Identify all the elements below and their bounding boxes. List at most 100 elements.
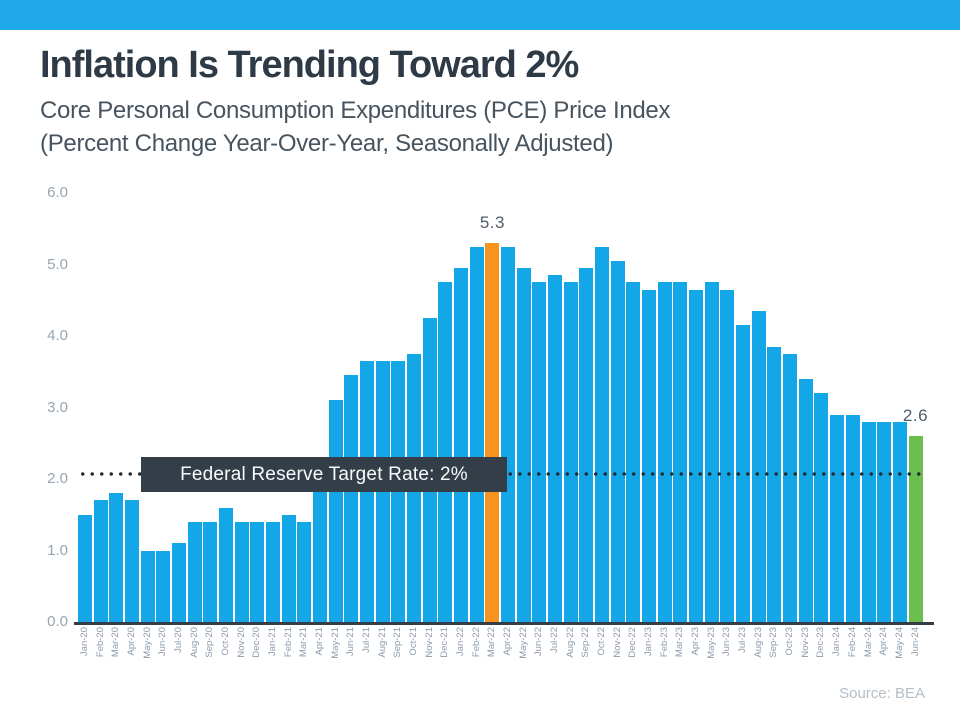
- x-axis-tick-label: Dec-20: [251, 627, 263, 658]
- x-axis-tick-label: Feb-23: [658, 627, 670, 658]
- bar-Oct-23: [783, 353, 798, 622]
- bar-May-20: [140, 550, 155, 622]
- x-axis-tick-label: Jun-24: [909, 627, 921, 657]
- bar-Nov-22: [610, 260, 625, 622]
- x-axis-tick-label: Sep-23: [768, 627, 780, 658]
- bar-Sep-20: [203, 521, 218, 622]
- bar-Jun-22: [532, 282, 547, 622]
- bar-Feb-23: [657, 282, 672, 622]
- y-axis-tick-label: 2.0: [47, 470, 68, 487]
- bar-Nov-20: [234, 521, 249, 622]
- bar-Mar-23: [673, 282, 688, 622]
- x-axis-tick-label: Feb-24: [846, 627, 858, 658]
- y-axis-tick-label: 5.0: [47, 255, 68, 273]
- x-axis-tick-label: Mar-24: [862, 627, 874, 658]
- x-axis-tick-label: Apr-22: [502, 627, 514, 656]
- bar-value-label-Jun-24: 2.6: [902, 406, 929, 426]
- x-axis-tick-label: Mar-20: [110, 627, 122, 658]
- bar-Jun-23: [720, 289, 735, 622]
- bar-May-23: [704, 282, 719, 622]
- x-axis-tick-label: Mar-22: [486, 627, 498, 658]
- x-axis-tick-label: Mar-21: [298, 627, 310, 658]
- x-axis-tick-label: Mar-23: [674, 627, 686, 658]
- bar-Feb-24: [845, 414, 860, 622]
- x-axis-tick-label: Aug-20: [188, 627, 200, 658]
- bar-Dec-21: [438, 282, 453, 622]
- x-axis-tick-label: Jul-22: [549, 627, 561, 653]
- x-axis-line: [74, 622, 934, 625]
- x-axis-tick-label: Feb-21: [282, 627, 294, 658]
- x-axis-tick-label: Oct-22: [596, 627, 608, 656]
- bar-Jul-22: [548, 275, 563, 622]
- bar-Jun-21: [344, 375, 359, 622]
- y-axis-tick-label: 1.0: [47, 541, 68, 559]
- bar-May-21: [328, 400, 343, 622]
- bar-Sep-22: [579, 268, 594, 622]
- bar-Jun-20: [156, 550, 171, 622]
- bar-Feb-20: [93, 500, 108, 622]
- x-axis-tick-label: Jun-20: [157, 627, 169, 657]
- x-axis-tick-label: Dec-21: [439, 627, 451, 658]
- bar-Sep-23: [767, 346, 782, 622]
- y-axis-tick-label: 6.0: [47, 184, 68, 201]
- bar-Apr-21: [313, 479, 328, 622]
- x-axis-tick-label: Jan-21: [267, 627, 279, 657]
- bar-Aug-22: [563, 282, 578, 622]
- x-axis-tick-label: Sep-20: [204, 627, 216, 658]
- bar-Jan-20: [78, 514, 92, 622]
- x-axis-tick-label: Aug-23: [752, 627, 764, 658]
- x-axis-tick-label: Sep-21: [392, 627, 404, 658]
- bar-May-22: [516, 268, 531, 622]
- bar-Dec-23: [814, 393, 829, 622]
- x-axis-tick-label: Jan-24: [831, 627, 843, 657]
- x-axis-tick-label: Oct-21: [408, 627, 420, 656]
- bar-Apr-22: [501, 246, 516, 622]
- x-axis-tick-label: Apr-20: [126, 627, 137, 656]
- x-axis-tick-label: Dec-22: [627, 627, 639, 658]
- x-axis-tick-label: Aug-22: [564, 627, 576, 658]
- x-axis-tick-label: Nov-21: [423, 627, 435, 658]
- y-axis-tick-label: 3.0: [47, 398, 68, 416]
- bar-Mar-20: [109, 493, 124, 622]
- bar-Dec-20: [250, 521, 265, 622]
- x-axis-tick-label: Feb-20: [94, 627, 106, 658]
- bar-Jan-22: [454, 268, 469, 622]
- subtitle-line-2: (Percent Change Year-Over-Year, Seasonal…: [40, 130, 614, 157]
- bar-Jul-20: [172, 543, 187, 622]
- bar-Aug-20: [187, 521, 202, 622]
- bar-Mar-22: [485, 243, 500, 622]
- bar-Mar-24: [861, 421, 876, 622]
- x-axis-tick-label: Jul-21: [361, 627, 373, 653]
- bar-Oct-20: [219, 507, 234, 622]
- x-axis-tick-label: Apr-24: [878, 627, 890, 656]
- y-axis-tick-label: 0.0: [47, 613, 68, 630]
- bar-Jan-23: [642, 289, 657, 622]
- x-axis-tick-label: Feb-22: [470, 627, 482, 658]
- bar-Feb-22: [469, 246, 484, 622]
- bar-Apr-23: [689, 289, 704, 622]
- source-note: Source: BEA: [839, 685, 925, 702]
- bar-Feb-21: [281, 514, 296, 622]
- x-axis-tick-label: Jun-22: [533, 627, 545, 657]
- x-axis-tick-label: Jun-23: [721, 627, 733, 657]
- bar-Mar-21: [297, 521, 312, 622]
- x-axis-tick-label: Jul-23: [737, 627, 749, 653]
- x-axis-tick-label: May-20: [141, 627, 153, 659]
- x-axis-tick-label: May-22: [517, 627, 529, 659]
- x-axis-tick-label: Jan-22: [455, 627, 467, 657]
- bar-Oct-22: [595, 246, 610, 622]
- x-axis-tick-label: May-24: [893, 627, 905, 659]
- page-title: Inflation Is Trending Toward 2%: [40, 44, 579, 86]
- x-axis-tick-label: Apr-21: [314, 627, 326, 656]
- x-axis-tick-label: Dec-23: [815, 627, 827, 658]
- target-rate-label-box: Federal Reserve Target Rate: 2%: [141, 457, 507, 492]
- top-banner: [0, 0, 960, 30]
- bar-Dec-22: [626, 282, 641, 622]
- x-axis-tick-label: Nov-20: [235, 627, 247, 658]
- x-axis-tick-label: Jan-23: [643, 627, 655, 657]
- x-axis-tick-label: May-23: [705, 627, 717, 659]
- x-axis-tick-label: Apr-23: [690, 627, 702, 656]
- chart-subtitle: Core Personal Consumption Expenditures (…: [40, 94, 920, 160]
- x-axis-tick-label: Aug-21: [376, 627, 388, 658]
- x-axis-tick-label: Jun-21: [345, 627, 357, 657]
